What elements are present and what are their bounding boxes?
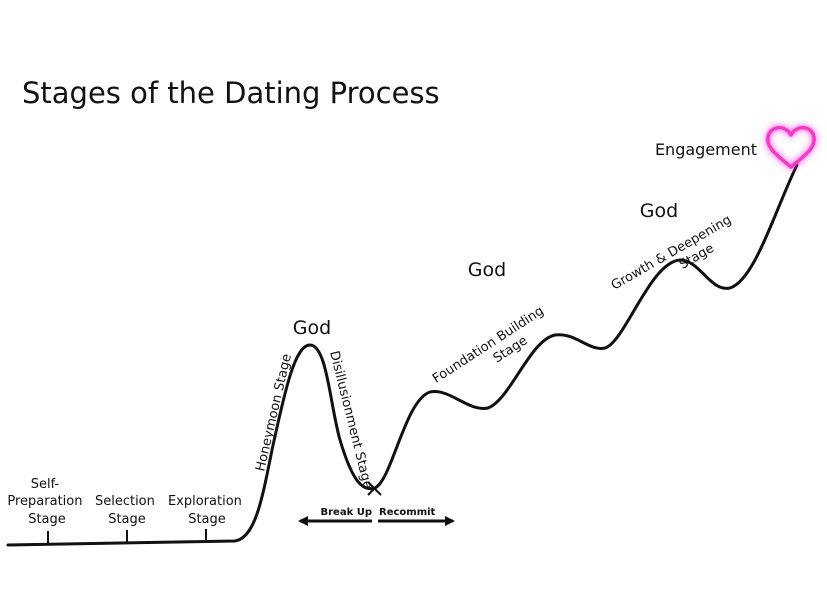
god-label-growth: God [640,200,678,222]
honeymoon-label: Honeymoon Stage [253,352,295,472]
selection-label: Selection Stage [95,494,159,527]
foundation-building-label: Foundation Building Stage [430,301,559,400]
dating-process-curve [6,163,799,547]
god-label-foundation: God [468,259,506,281]
break-up-label: Break Up [321,507,373,518]
self-preparation-label: Self- Preparation Stage [7,477,86,527]
diagram-title: Stages of the Dating Process [22,76,440,110]
growth-deepening-label: Growth & Deepening Stage [609,210,746,307]
god-label-honeymoon: God [293,317,331,339]
exploration-label: Exploration Stage [168,494,246,527]
engagement-label: Engagement [655,140,757,159]
cross-icon [367,481,382,496]
recommit-label: Recommit [379,507,436,518]
heart-icon [766,126,816,169]
